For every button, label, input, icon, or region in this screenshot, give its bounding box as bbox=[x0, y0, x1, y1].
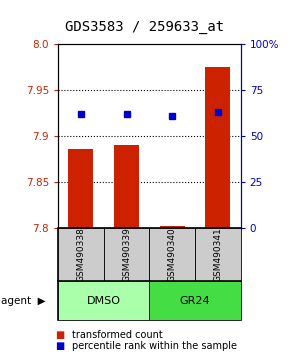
Text: GSM490338: GSM490338 bbox=[76, 227, 85, 282]
Bar bbox=[68, 149, 93, 228]
Text: DMSO: DMSO bbox=[87, 296, 121, 306]
Bar bbox=[205, 67, 231, 228]
Text: GSM490339: GSM490339 bbox=[122, 227, 131, 282]
Bar bbox=[104, 228, 149, 281]
Bar bbox=[114, 144, 139, 228]
Text: ■: ■ bbox=[55, 341, 64, 351]
Text: percentile rank within the sample: percentile rank within the sample bbox=[72, 341, 238, 351]
Bar bbox=[149, 281, 241, 320]
Text: GSM490340: GSM490340 bbox=[168, 228, 177, 282]
Text: GSM490341: GSM490341 bbox=[213, 228, 222, 282]
Bar bbox=[58, 281, 149, 320]
Text: GDS3583 / 259633_at: GDS3583 / 259633_at bbox=[66, 19, 224, 34]
Text: transformed count: transformed count bbox=[72, 330, 163, 339]
Bar bbox=[195, 228, 241, 281]
Bar bbox=[58, 228, 104, 281]
Bar bbox=[149, 228, 195, 281]
Text: ■: ■ bbox=[55, 330, 64, 339]
Text: agent  ▶: agent ▶ bbox=[1, 296, 46, 306]
Text: GR24: GR24 bbox=[180, 296, 210, 306]
Bar bbox=[160, 225, 185, 228]
